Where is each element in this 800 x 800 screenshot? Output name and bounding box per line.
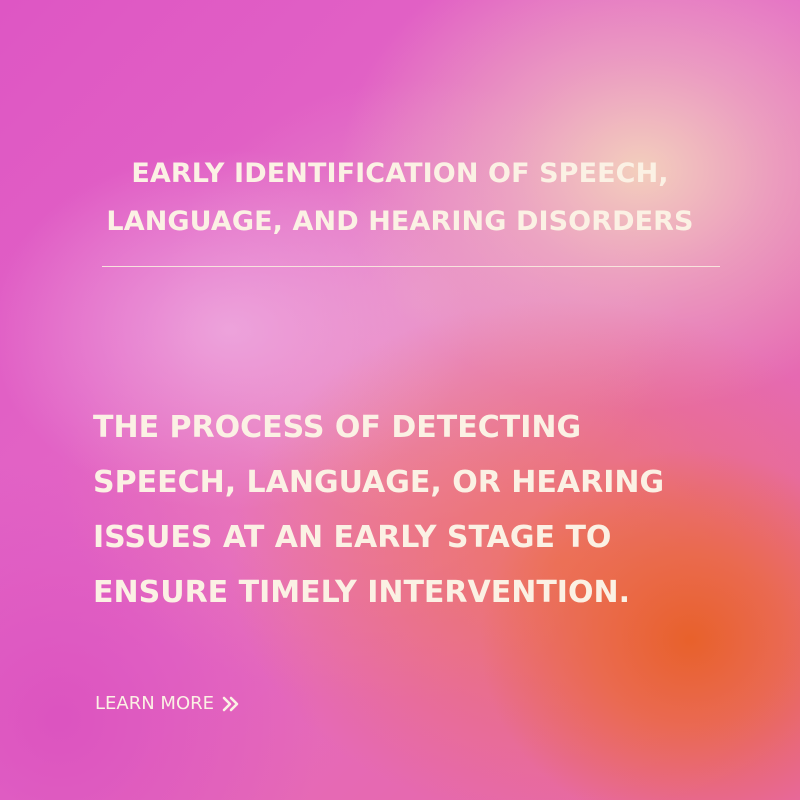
card-description-line: THE PROCESS OF DETECTING <box>93 410 582 445</box>
card-description-line: ENSURE TIMELY INTERVENTION. <box>93 575 630 610</box>
learn-more-label: LEARN MORE <box>95 693 214 714</box>
card-heading-line: EARLY IDENTIFICATION OF SPEECH, <box>131 158 669 189</box>
card-heading: EARLY IDENTIFICATION OF SPEECH, LANGUAGE… <box>0 150 800 246</box>
card-heading-line: LANGUAGE, AND HEARING DISORDERS <box>106 206 694 237</box>
card-description: THE PROCESS OF DETECTING SPEECH, LANGUAG… <box>93 400 664 620</box>
double-chevron-right-icon <box>220 693 242 715</box>
card-description-line: ISSUES AT AN EARLY STAGE TO <box>93 520 612 555</box>
learn-more-link[interactable]: LEARN MORE <box>95 692 242 716</box>
divider <box>102 266 720 267</box>
card-description-line: SPEECH, LANGUAGE, OR HEARING <box>93 465 665 500</box>
